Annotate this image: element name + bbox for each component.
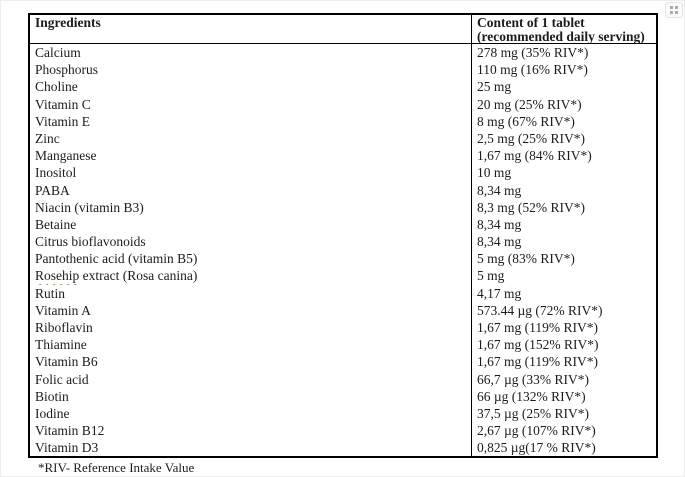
ingredient-name: Phosphorus <box>35 62 99 78</box>
drag-handle-dot <box>670 6 673 9</box>
ingredient-value: 110 mg (16% RIV*) <box>471 61 656 79</box>
ingredient-name: Vitamin E <box>35 113 91 129</box>
drag-handle-dot <box>675 6 678 9</box>
ingredient-name: Riboflavin <box>35 320 93 335</box>
ingredient-name: Vitamin A <box>35 302 91 318</box>
ingredient-value: 1,67 mg (119% RIV*) <box>471 319 656 337</box>
ingredient-name: Choline <box>35 79 78 95</box>
ingredient-value: 1,67 mg (152% RIV*) <box>471 336 656 354</box>
ingredient-value: 66 µg (132% RIV*) <box>471 387 656 405</box>
ingredient-value: 10 mg <box>471 164 656 182</box>
ingredient-value: 4,17 mg <box>471 284 656 302</box>
footnote: *RIV- Reference Intake Value <box>38 460 195 475</box>
ingredient-value: 8,3 mg (52% RIV*) <box>471 198 656 216</box>
ingredient-value: 0,825 µg(17 % RIV*) <box>471 439 656 456</box>
ingredient-name: Manganese <box>35 148 97 164</box>
ingredient-name: Citrus bioflavonoids <box>35 234 146 250</box>
table-header-row: Ingredients Content of 1 tablet (recomme… <box>30 15 656 44</box>
drag-handle-icon[interactable] <box>665 2 683 18</box>
ingredient-name: Pantothenic acid (vitamin B5) <box>35 251 198 267</box>
ingredient-name: Niacin (vitamin B3) <box>35 199 144 215</box>
ingredient-name: Vitamin D3 <box>35 440 99 456</box>
ingredient-name: Rosehip extract (Rosa canina) <box>35 268 198 284</box>
ingredient-name: PABA <box>35 182 70 198</box>
ingredient-value: 20 mg (25% RIV*) <box>471 95 656 113</box>
ingredient-value: 2,5 mg (25% RIV*) <box>471 129 656 148</box>
ingredient-value: 1,67 mg (119% RIV*) <box>471 353 656 371</box>
ingredient-name: Iodine <box>35 405 70 421</box>
ingredient-value: 66,7 µg (33% RIV*) <box>471 370 656 388</box>
ingredient-value: 8 mg (67% RIV*) <box>471 112 656 130</box>
ingredient-value: 2,67 µg (107% RIV*) <box>471 422 656 440</box>
ingredient-value: 573.44 µg (72% RIV*) <box>471 301 656 319</box>
ingredient-value: 1,67 mg (84% RIV*) <box>471 147 656 165</box>
ingredient-name: Vitamin B12 <box>35 423 105 439</box>
header-content-line2: (recommended daily serving) <box>477 29 645 43</box>
ingredient-value: 278 mg (35% RIV*) <box>471 44 656 62</box>
header-content: Content of 1 tablet (recommended daily s… <box>471 15 656 43</box>
misspelled-word: Rosehip <box>35 268 80 284</box>
ingredient-name: Betaine <box>35 216 77 232</box>
header-ingredients: Ingredients <box>35 15 101 30</box>
ingredients-table: Ingredients Content of 1 tablet (recomme… <box>28 13 658 458</box>
ingredient-value: 25 mg <box>471 78 656 96</box>
ingredient-name: Vitamin C <box>35 96 91 112</box>
table-body: Calcium 278 mg (35% RIV*) Phosphorus 110 mg… <box>30 44 656 456</box>
ingredient-name: Zinc <box>35 130 60 146</box>
ingredient-name: Thiamine <box>35 337 87 353</box>
drag-handle-dot <box>675 11 678 14</box>
ingredient-name: Calcium <box>35 45 81 60</box>
ingredient-name: Biotin <box>35 388 69 404</box>
ingredient-name: Folic acid <box>35 371 89 387</box>
ingredient-name: Vitamin B6 <box>35 354 98 370</box>
ingredient-name: Rutin <box>35 285 66 301</box>
drag-handle-dot <box>670 11 673 14</box>
ingredient-value: 5 mg (83% RIV*) <box>471 250 656 268</box>
ingredient-value: 8,34 mg <box>471 215 656 234</box>
ingredient-value: 37,5 µg (25% RIV*) <box>471 404 656 423</box>
header-content-line1: Content of 1 tablet <box>477 15 585 30</box>
ingredient-value: 8,34 mg <box>471 233 656 251</box>
ingredient-value: 8,34 mg <box>471 181 656 199</box>
ingredient-value: 5 mg <box>471 267 656 285</box>
ingredient-name: Inositol <box>35 165 77 181</box>
